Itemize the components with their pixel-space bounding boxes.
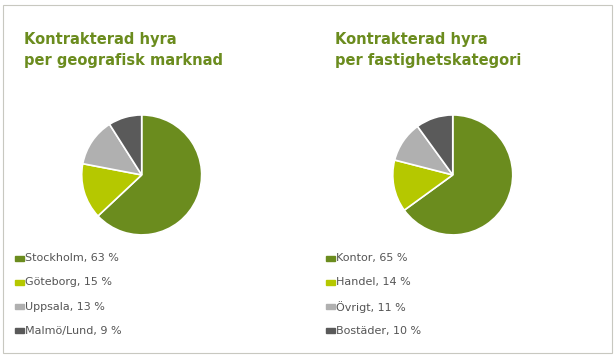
Wedge shape	[393, 160, 453, 210]
Wedge shape	[404, 115, 513, 235]
Wedge shape	[98, 115, 201, 235]
Bar	[15, 256, 24, 261]
Text: Handel, 14 %: Handel, 14 %	[336, 277, 411, 287]
Text: Kontrakterad hyra
per geografisk marknad: Kontrakterad hyra per geografisk marknad	[23, 32, 223, 68]
Bar	[326, 304, 335, 309]
Text: Övrigt, 11 %: Övrigt, 11 %	[336, 301, 406, 312]
Bar	[15, 280, 24, 285]
Bar	[15, 328, 24, 333]
Wedge shape	[395, 126, 453, 175]
Text: Kontor, 65 %: Kontor, 65 %	[336, 253, 408, 263]
Wedge shape	[82, 164, 142, 216]
Wedge shape	[110, 115, 142, 175]
Wedge shape	[418, 115, 453, 175]
Text: Göteborg, 15 %: Göteborg, 15 %	[25, 277, 112, 287]
Text: Bostäder, 10 %: Bostäder, 10 %	[336, 326, 421, 336]
Text: Uppsala, 13 %: Uppsala, 13 %	[25, 302, 105, 312]
Bar	[326, 328, 335, 333]
Bar	[326, 280, 335, 285]
Text: Malmö/Lund, 9 %: Malmö/Lund, 9 %	[25, 326, 122, 336]
Bar	[15, 304, 24, 309]
Text: Stockholm, 63 %: Stockholm, 63 %	[25, 253, 120, 263]
Text: Kontrakterad hyra
per fastighetskategori: Kontrakterad hyra per fastighetskategori	[335, 32, 521, 68]
Wedge shape	[83, 124, 142, 175]
Bar	[326, 256, 335, 261]
